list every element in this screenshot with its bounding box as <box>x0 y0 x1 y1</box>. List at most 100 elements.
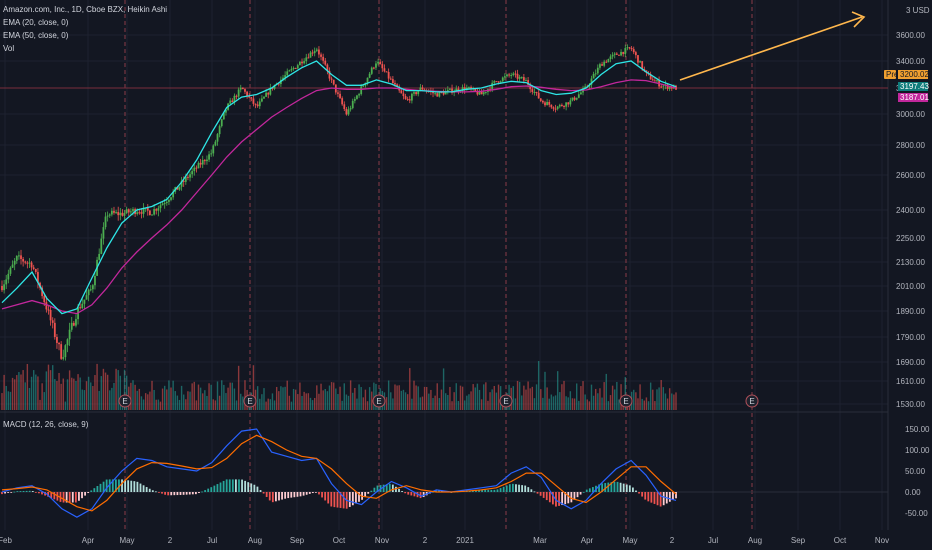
macd-histogram-bar <box>62 492 65 503</box>
volume-bar <box>195 400 198 410</box>
candle-body <box>370 67 373 74</box>
candle-body <box>56 337 58 343</box>
candle-body <box>233 95 236 103</box>
macd-legend[interactable]: MACD (12, 26, close, 9) <box>3 420 89 429</box>
candle-body <box>470 87 472 90</box>
volume-bar <box>643 400 646 410</box>
time-axis[interactable]: Feb Apr May 2 Jul Aug Sep Oct Nov 2 2021 Mar Apr May 2… <box>0 536 889 545</box>
candle-body <box>11 264 14 268</box>
macd-histogram-bar <box>382 484 385 492</box>
candle-body <box>478 91 481 95</box>
volume-bar <box>60 383 62 410</box>
macd-histogram-bar <box>234 479 237 492</box>
volume-bar <box>189 391 191 410</box>
macd-histogram-bar <box>404 492 407 494</box>
volume-bar <box>373 382 375 410</box>
volume-bar <box>398 385 400 410</box>
macd-histogram-bar <box>185 492 188 495</box>
candle-body <box>601 64 603 66</box>
forecast-arrow <box>679 11 866 81</box>
ema20-legend[interactable]: EMA (20, close, 0) <box>3 18 69 27</box>
candle-body <box>643 69 646 71</box>
volume-bar <box>117 370 119 410</box>
heikin-ashi-candles[interactable] <box>1 44 677 361</box>
volume-bar <box>390 392 392 410</box>
volume-bar <box>603 382 605 410</box>
candle-body <box>45 302 48 310</box>
earnings-marker[interactable]: E <box>118 394 132 408</box>
candle-body <box>113 210 115 213</box>
macd-histogram-bar <box>111 479 114 492</box>
volume-bar <box>565 396 567 410</box>
volume-bar <box>273 400 276 410</box>
volume-bar <box>39 399 41 410</box>
volume-bar <box>28 387 31 410</box>
volume-bar <box>668 388 671 410</box>
earnings-marker[interactable]: E <box>372 394 386 408</box>
candle-body <box>561 104 563 107</box>
macd-histogram-bar <box>93 488 96 492</box>
volume-bar <box>37 376 39 410</box>
candle-body <box>53 322 56 338</box>
volume-bar <box>24 382 26 410</box>
volume-bar <box>299 382 301 410</box>
candle-body <box>301 61 303 64</box>
earnings-marker[interactable]: E <box>619 394 633 408</box>
macd-histogram-bar <box>96 486 99 492</box>
volume-legend[interactable]: Vol <box>3 44 15 53</box>
candle-body <box>415 92 418 95</box>
volume-bar <box>540 389 542 410</box>
macd-histogram-bar <box>4 492 6 494</box>
candle-body <box>351 100 354 109</box>
macd-histogram-bar <box>253 484 256 492</box>
candle-body <box>106 215 109 217</box>
time-tick-label: Apr <box>581 536 594 545</box>
ema50-legend[interactable]: EMA (50, close, 0) <box>3 31 69 40</box>
candle-body <box>315 49 318 51</box>
macd-histogram-bar <box>22 490 25 492</box>
candle-body <box>132 209 134 212</box>
symbol-legend[interactable]: Amazon.com, Inc., 1D, Cboe BZX, Heikin A… <box>3 5 168 14</box>
candle-body <box>117 212 120 216</box>
candle-body <box>668 86 671 89</box>
candle-body <box>391 79 394 84</box>
volume-bar <box>474 387 476 410</box>
volume-bar <box>252 365 255 410</box>
macd-histogram-bar <box>105 479 108 492</box>
time-tick-label: Nov <box>875 536 889 545</box>
time-tick-label: Sep <box>290 536 305 545</box>
volume-bar <box>518 381 521 410</box>
macd-histogram-bar <box>250 483 253 492</box>
candle-body <box>41 287 44 297</box>
macd-histogram-bar <box>499 488 502 492</box>
earnings-marker[interactable]: E <box>745 394 759 408</box>
volume-bar <box>533 398 536 410</box>
candle-body <box>599 64 601 68</box>
macd-histogram-bar <box>90 490 93 492</box>
earnings-marker[interactable]: E <box>499 394 513 408</box>
time-tick-label: May <box>119 536 134 545</box>
macd-histogram-bar <box>551 492 554 505</box>
earnings-label: E <box>623 397 628 406</box>
candle-body <box>518 77 521 79</box>
volume-bar <box>193 381 195 410</box>
volume-bar <box>656 389 658 410</box>
candle-body <box>436 93 439 97</box>
macd-histogram-bar <box>508 484 511 492</box>
volume-bar <box>571 398 574 410</box>
volume-bar <box>16 375 18 410</box>
earnings-label: E <box>503 397 508 406</box>
volume-bar <box>77 374 79 410</box>
candle-body <box>596 67 599 74</box>
candle-body <box>497 81 500 83</box>
macd-histogram-bar <box>302 492 305 496</box>
volume-bar <box>438 398 441 410</box>
macd-tick-label: -50.00 <box>905 509 928 518</box>
macd-histogram-bar <box>275 492 277 502</box>
volume-bar <box>269 399 272 410</box>
ema20-value-box <box>898 82 928 91</box>
earnings-marker[interactable]: E <box>243 394 257 408</box>
volume-bar <box>316 385 318 410</box>
